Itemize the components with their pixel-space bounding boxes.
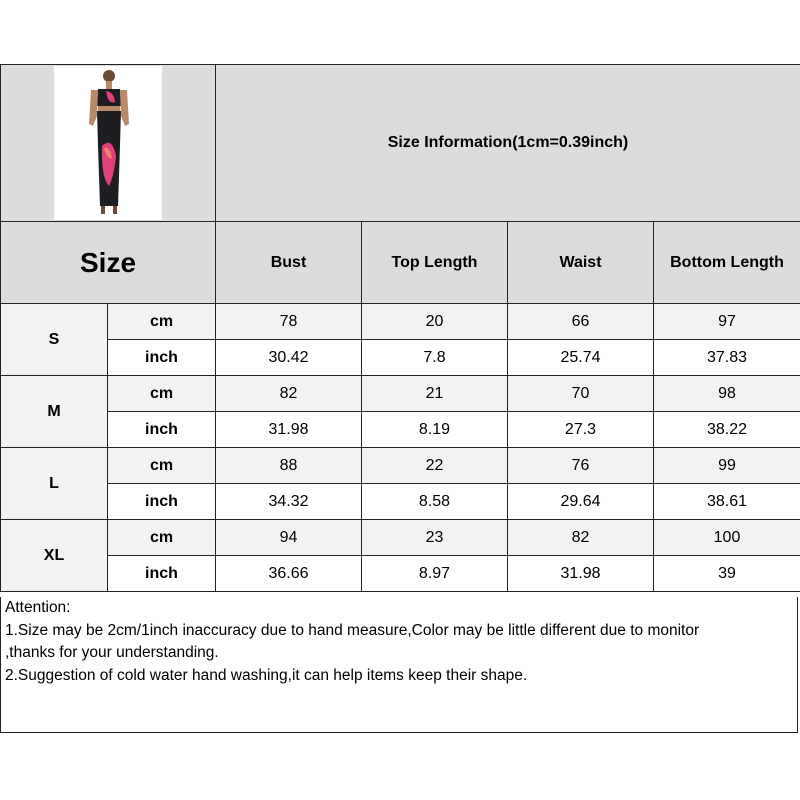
product-image-cell: [0, 64, 216, 222]
unit-label: inch: [107, 339, 216, 376]
cell-value: 25.74: [507, 339, 654, 376]
cell-value: 29.64: [507, 483, 654, 520]
attention-line: 1.Size may be 2cm/1inch inaccuracy due t…: [5, 621, 700, 639]
attention-heading: Attention:: [5, 599, 71, 616]
unit-label: cm: [107, 375, 216, 412]
cell-value: 94: [215, 519, 362, 556]
cell-value: 30.42: [215, 339, 362, 376]
column-header-bust: Bust: [215, 221, 362, 304]
cell-value: 98: [652, 375, 800, 412]
chart-title: Size Information(1cm=0.39inch): [214, 64, 800, 222]
cell-value: 70: [507, 375, 654, 412]
cell-value: 38.61: [652, 483, 800, 520]
cell-value: 78: [215, 303, 362, 340]
unit-label: cm: [107, 447, 216, 484]
cell-value: 31.98: [507, 555, 654, 592]
cell-value: 22: [361, 447, 508, 484]
cell-value: 38.22: [652, 411, 800, 448]
unit-label: cm: [107, 303, 216, 340]
cell-value: 8.58: [361, 483, 508, 520]
cell-value: 97: [652, 303, 800, 340]
cell-value: 8.19: [361, 411, 508, 448]
column-header-waist: Waist: [507, 221, 654, 304]
product-image: [54, 66, 162, 220]
table-row-inch: inch 31.98 8.19 27.3 38.22: [1, 411, 800, 448]
cell-value: 21: [361, 375, 508, 412]
cell-value: 82: [215, 375, 362, 412]
cell-value: 37.83: [652, 339, 800, 376]
cell-value: 66: [507, 303, 654, 340]
size-label: XL: [0, 519, 108, 592]
size-label: S: [0, 303, 108, 376]
size-label: M: [0, 375, 108, 448]
size-chart-table: Size Information(1cm=0.39inch) Size Bust…: [0, 64, 800, 592]
cell-value: 36.66: [215, 555, 362, 592]
unit-label: cm: [107, 519, 216, 556]
cell-value: 23: [361, 519, 508, 556]
cell-value: 34.32: [215, 483, 362, 520]
unit-label: inch: [107, 411, 216, 448]
unit-label: inch: [107, 555, 216, 592]
size-header: Size: [0, 221, 216, 304]
cell-value: 88: [215, 447, 362, 484]
table-row-inch: inch 30.42 7.8 25.74 37.83: [1, 339, 800, 376]
cell-value: 31.98: [215, 411, 362, 448]
unit-label: inch: [107, 483, 216, 520]
size-label: L: [0, 447, 108, 520]
column-header-bottom-length: Bottom Length: [652, 221, 800, 304]
attention-notes: Attention: 1.Size may be 2cm/1inch inacc…: [0, 597, 798, 733]
cell-value: 8.97: [361, 555, 508, 592]
column-header-top-length: Top Length: [361, 221, 508, 304]
attention-line: ,thanks for your understanding.: [5, 644, 219, 661]
cell-value: 7.8: [361, 339, 508, 376]
cell-value: 82: [507, 519, 654, 556]
table-row-inch: inch 34.32 8.58 29.64 38.61: [1, 483, 800, 520]
cell-value: 76: [507, 447, 654, 484]
cell-value: 100: [652, 519, 800, 556]
cell-value: 39: [652, 555, 800, 592]
cell-value: 99: [652, 447, 800, 484]
table-row-inch: inch 36.66 8.97 31.98 39: [1, 555, 800, 592]
cell-value: 27.3: [507, 411, 654, 448]
attention-line: 2.Suggestion of cold water hand washing,…: [5, 666, 528, 684]
cell-value: 20: [361, 303, 508, 340]
table-row-cm: XL cm 94 23 82 100: [0, 519, 800, 592]
